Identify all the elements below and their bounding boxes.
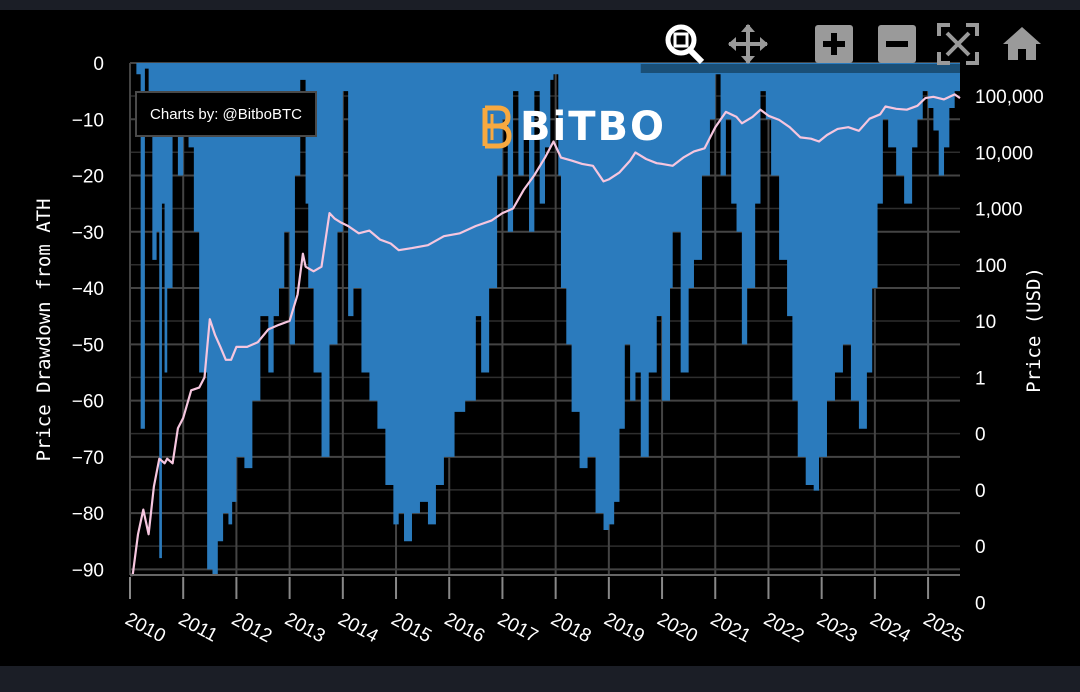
x-tick-label: 2011 <box>175 609 221 647</box>
y2-tick-label: 0 <box>975 425 986 446</box>
bitbo-logo-icon <box>482 105 512 149</box>
x-tick-label: 2017 <box>494 609 541 647</box>
x-tick-label: 2021 <box>707 609 754 647</box>
x-tick-label: 2022 <box>760 609 807 647</box>
zoom-out-icon[interactable] <box>875 22 919 66</box>
y-axis-label: Price Drawdown from ATH <box>33 198 55 461</box>
y2-tick-label: 10,000 <box>975 143 1033 164</box>
bitbo-logo-text: BiTBO <box>520 104 666 150</box>
x-tick-label: 2012 <box>228 609 275 647</box>
x-tick-label: 2015 <box>388 609 435 647</box>
x-tick-label: 2016 <box>441 609 488 647</box>
zoom-icon[interactable] <box>662 22 706 66</box>
y-tick-label: −40 <box>72 279 104 300</box>
x-tick-label: 2020 <box>654 609 701 647</box>
y-tick-label: 0 <box>93 54 104 75</box>
y2-tick-label: 0 <box>975 537 986 558</box>
x-tick-label: 2014 <box>334 609 382 648</box>
y2-tick-label: 10 <box>975 312 996 333</box>
y-tick-label: −80 <box>72 504 104 525</box>
y-tick-label: −20 <box>72 167 104 188</box>
chart-credit: Charts by: @BitboBTC <box>135 91 317 137</box>
ath-band <box>640 64 960 73</box>
y2-tick-label: 0 <box>975 593 986 614</box>
drawdown-area-layer <box>130 63 960 575</box>
pan-icon[interactable] <box>726 22 770 66</box>
y2-tick-label: 0 <box>975 481 986 502</box>
x-tick-label: 2025 <box>920 609 967 647</box>
bottom-band <box>0 666 1080 692</box>
y-tick-label: −50 <box>72 335 104 356</box>
autoscale-icon[interactable] <box>936 22 980 66</box>
y-tick-label: −70 <box>72 448 104 469</box>
reset-home-icon[interactable] <box>1000 22 1044 66</box>
price-line-layer <box>130 93 961 577</box>
y2-tick-label: 1,000 <box>975 200 1023 221</box>
y2-tick-label: 100,000 <box>975 87 1044 108</box>
y-tick-label: −10 <box>72 110 104 131</box>
drawdown-area[interactable] <box>130 63 960 575</box>
y-tick-label: −90 <box>72 560 104 581</box>
price-line[interactable] <box>130 93 961 577</box>
y2-tick-label: 100 <box>975 256 1007 277</box>
y2-axis-label: Price (USD) <box>1023 267 1045 393</box>
x-tick-label: 2018 <box>547 609 594 647</box>
x-tick-label: 2023 <box>813 609 860 647</box>
x-tick-label: 2013 <box>281 609 328 647</box>
y-axis-left: 0 −10 −20 −30 −40 −50 −60 −70 −80 −90 <box>72 54 104 581</box>
x-axis: 2010 2011 2012 2013 2014 2015 2016 2017 2018 2019… <box>122 574 967 648</box>
x-tick-label: 2010 <box>122 609 169 647</box>
bitbo-logo: BiTBO <box>478 100 666 154</box>
y-tick-label: −60 <box>72 392 104 413</box>
zoom-in-icon[interactable] <box>812 22 856 66</box>
y-tick-label: −30 <box>72 223 104 244</box>
chart-credit-text: Charts by: @BitboBTC <box>150 105 302 123</box>
x-tick-label: 2024 <box>867 609 915 648</box>
top-band <box>0 0 1080 10</box>
x-tick-label: 2019 <box>600 609 647 647</box>
y2-tick-label: 1 <box>975 368 986 389</box>
